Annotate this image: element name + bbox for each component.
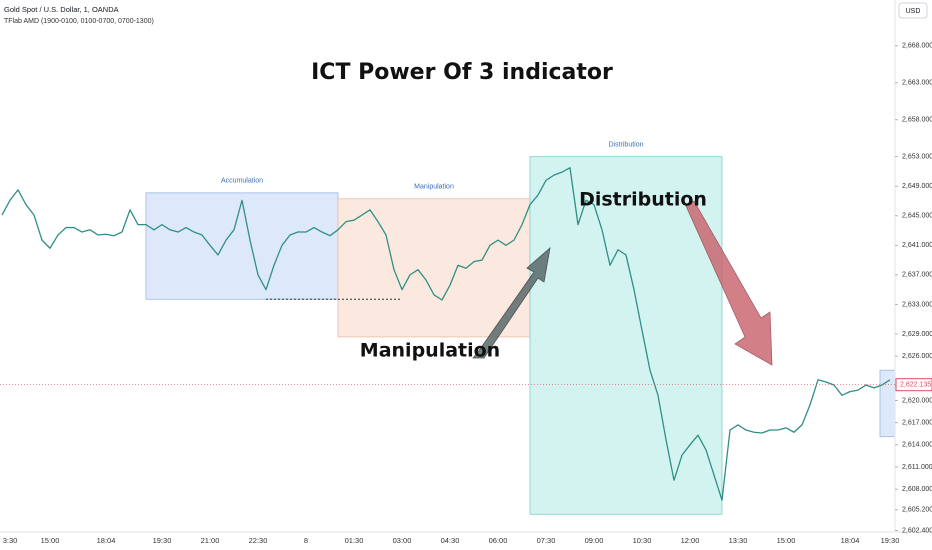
y-tick-label: 2,668.000 (902, 43, 932, 50)
zone-box (337, 198, 531, 338)
y-tick-label: 2,611.000 (902, 464, 932, 471)
y-tick-label: 2,608.000 (902, 486, 932, 493)
y-tick-label: 2,629.000 (902, 331, 932, 338)
y-tick-label: 2,645.000 (902, 213, 932, 220)
indicator: TFlab AMD (1900-0100, 0100-0700, 0700-13… (4, 18, 154, 25)
x-tick-label: 22:30 (249, 536, 268, 545)
annotation: Distribution (579, 189, 707, 211)
chart-title: ICT Power Of 3 indicator (311, 60, 613, 85)
last-price-box (895, 378, 932, 392)
y-tick-label: 2,614.000 (902, 442, 932, 449)
y-tick-label: 2,626.000 (902, 353, 932, 360)
zones: Accumulation Manipulation Distribution (145, 141, 896, 515)
y-tick-label: 2,602.400 (902, 527, 932, 534)
x-tick-label: 8 (304, 536, 308, 545)
zone-label: Distribution (608, 141, 643, 148)
x-tick-label: 19:30 (153, 536, 172, 545)
y-tick-label: 2,633.000 (902, 301, 932, 308)
zone-label: Accumulation (221, 178, 263, 185)
x-tick-label: 15:00 (41, 536, 60, 545)
x-tick-label: 03:00 (393, 536, 412, 545)
y-tick-label: 2,649.000 (902, 183, 932, 190)
last-price-label: 2,622.135 (900, 382, 931, 389)
y-tick-label: 2,605.200 (902, 507, 932, 514)
x-tick-label: 12:00 (681, 536, 700, 545)
x-tick-label: 19:30 (881, 536, 900, 545)
x-tick-label: 21:00 (201, 536, 220, 545)
x-tick-label: 18:04 (97, 536, 116, 545)
x-tick-label: 06:00 (489, 536, 508, 545)
zone-box (529, 156, 723, 515)
x-tick-label: 09:00 (585, 536, 604, 545)
zone-box (145, 192, 339, 300)
plot (1, 167, 891, 501)
x-tick-label: 18:04 (841, 536, 860, 545)
x-tick-label: 3:30 (3, 536, 18, 545)
y-tick-label: 2,617.000 (902, 419, 932, 426)
zone-label: Manipulation (414, 184, 454, 191)
currency-button[interactable] (898, 2, 928, 19)
annotation: Manipulation (360, 340, 500, 362)
y-tick-label: 2,641.000 (902, 242, 932, 249)
y-tick-label: 2,637.000 (902, 272, 932, 279)
x-tick-label: 04:30 (441, 536, 460, 545)
x-tick-label: 01:30 (345, 536, 364, 545)
distribution-arrow (685, 200, 773, 366)
y-tick-label: 2,658.000 (902, 117, 932, 124)
x-tick-label: 15:00 (777, 536, 796, 545)
x-tick-label: 07:30 (537, 536, 556, 545)
manipulation-arrow (472, 246, 551, 359)
y-tick-label: 2,663.000 (902, 80, 932, 87)
symbol: Gold Spot / U.S. Dollar, 1, OANDA (4, 5, 119, 14)
zone-box (879, 369, 896, 438)
price-line (1, 167, 891, 501)
y-tick-label: 2,653.000 (902, 153, 932, 160)
x-tick-label: 13:30 (729, 536, 748, 545)
y-tick-label: 2,620.000 (902, 397, 932, 404)
currency: USD (906, 8, 921, 15)
x-tick-label: 10:30 (633, 536, 652, 545)
